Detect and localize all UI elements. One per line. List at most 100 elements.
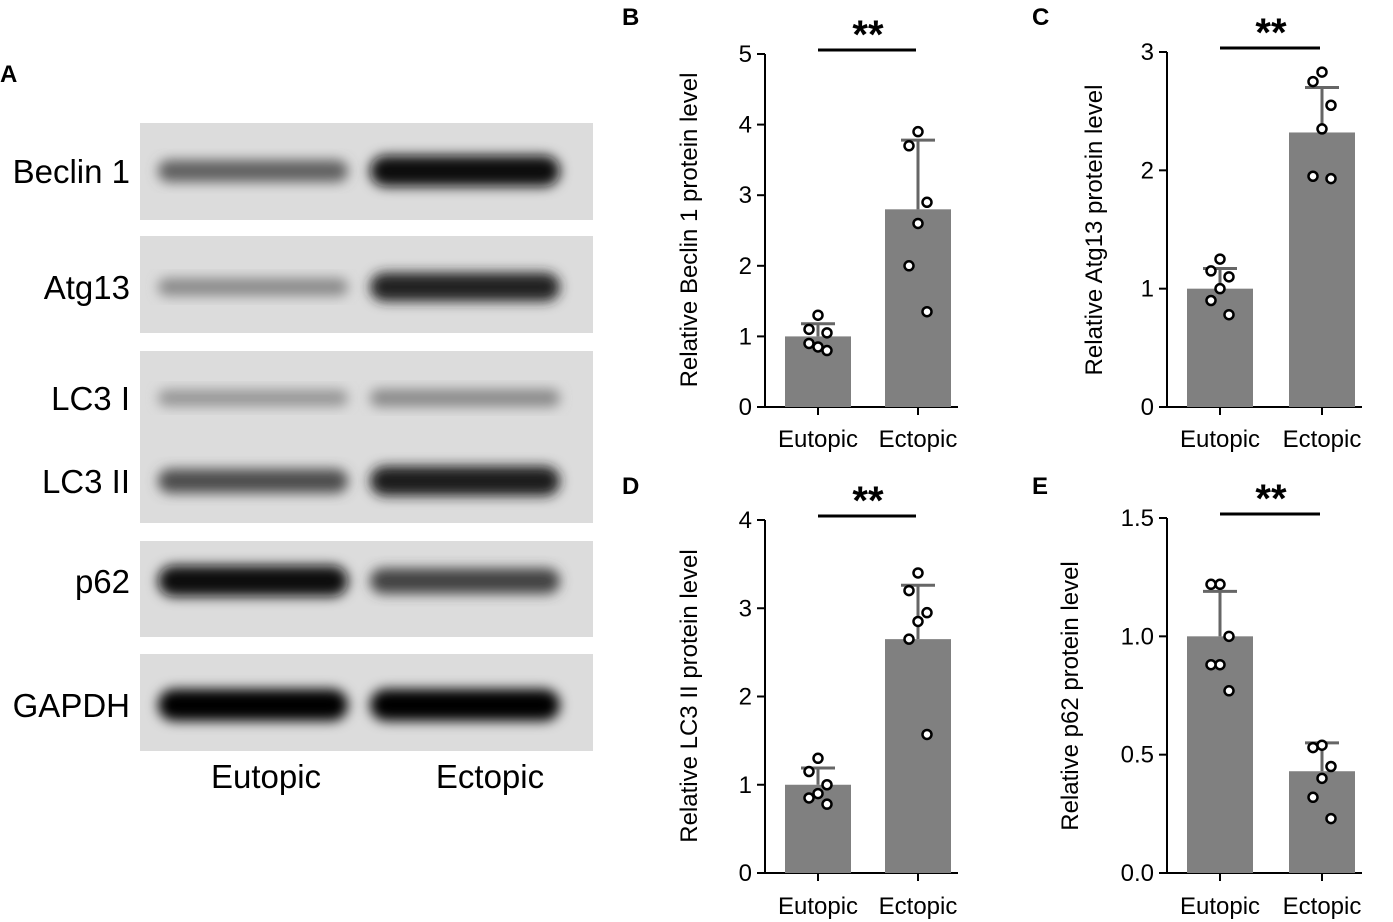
- data-point: [921, 606, 933, 619]
- data-point: [1316, 772, 1328, 785]
- blot-band: [370, 466, 560, 496]
- bar-ectopic: [1289, 132, 1355, 407]
- data-point: [903, 260, 915, 272]
- bar-eutopic: [1187, 636, 1253, 873]
- significance-label: **: [852, 13, 884, 57]
- data-point: [1307, 791, 1319, 804]
- blot-band: [370, 689, 560, 721]
- y-tick-label: 1: [739, 323, 752, 350]
- data-point: [903, 584, 915, 597]
- data-point: [812, 787, 824, 800]
- category-label: Eutopic: [778, 426, 858, 453]
- significance-label: **: [1255, 477, 1287, 521]
- y-tick-label: 4: [739, 112, 752, 139]
- panel-letter: E: [1032, 473, 1048, 500]
- data-point: [903, 140, 915, 152]
- data-point: [1325, 760, 1337, 773]
- data-point: [803, 337, 815, 350]
- data-point: [921, 196, 933, 209]
- y-axis-label: Relative Atg13 protein level: [1081, 85, 1108, 376]
- bar-eutopic: [1187, 288, 1253, 407]
- bar-chart-panel-c: C 0 1 2 3 Relative Atg13 protein level Eutopic…: [1032, 4, 1362, 453]
- significance-label: **: [852, 479, 884, 523]
- data-point: [1223, 308, 1235, 321]
- y-tick-label: 3: [1141, 39, 1154, 66]
- y-axis-label: Relative p62 protein level: [1057, 561, 1084, 831]
- data-point: [812, 341, 824, 353]
- blot-band: [158, 689, 348, 721]
- panel-letter: B: [622, 4, 639, 31]
- data-point: [1214, 253, 1226, 265]
- data-point: [821, 344, 833, 357]
- category-label: Eutopic: [1180, 426, 1260, 453]
- blot-membrane: [140, 351, 593, 523]
- y-tick-label: 0.5: [1121, 742, 1154, 769]
- data-point: [1316, 66, 1328, 78]
- bar-eutopic: [785, 784, 851, 873]
- significance-label: **: [1255, 11, 1287, 55]
- category-label: Ectopic: [879, 426, 958, 453]
- blot-band: [370, 272, 560, 302]
- data-point: [1316, 123, 1328, 135]
- data-point: [912, 125, 924, 138]
- y-tick-label: 1.5: [1121, 505, 1154, 532]
- y-tick-label: 4: [739, 507, 752, 534]
- blot-band: [158, 468, 348, 494]
- bar-ectopic: [885, 639, 951, 873]
- data-point: [1205, 578, 1217, 591]
- y-tick-label: 2: [739, 684, 752, 711]
- y-tick-label: 0: [739, 394, 752, 421]
- y-tick-label: 2: [739, 253, 752, 280]
- data-point: [1214, 578, 1226, 591]
- y-tick-label: 3: [739, 595, 752, 622]
- bar-chart-panel-d: D 0 1 2 3 4 Relative LC3 II protein level Eutop…: [622, 473, 958, 920]
- category-label: Eutopic: [1180, 893, 1260, 920]
- bar-ectopic: [1289, 771, 1355, 873]
- data-point: [1307, 741, 1319, 754]
- data-point: [1214, 658, 1226, 671]
- blot-label: p62: [75, 563, 130, 600]
- data-point: [812, 309, 824, 321]
- data-point: [1223, 630, 1235, 643]
- panel-letter-a: A: [0, 61, 17, 88]
- bar-chart-panel-e: E 0.0 0.5 1.0 1.5 Relative p62 protein level E…: [1032, 473, 1362, 920]
- blot-label: LC3 I: [51, 380, 130, 417]
- y-tick-label: 0: [739, 860, 752, 887]
- data-point: [821, 327, 833, 339]
- category-label: Ectopic: [1283, 426, 1362, 453]
- data-point: [1325, 99, 1337, 111]
- blot-label: LC3 II: [42, 463, 130, 500]
- data-point: [912, 615, 924, 628]
- data-point: [812, 752, 824, 765]
- blot-band: [158, 278, 348, 296]
- data-point: [1205, 294, 1217, 307]
- blot-band: [158, 159, 348, 183]
- y-tick-label: 0: [1141, 394, 1154, 421]
- y-axis-label: Relative LC3 II protein level: [676, 549, 703, 842]
- bar-ectopic: [885, 209, 951, 407]
- category-label: Eutopic: [778, 893, 858, 920]
- y-tick-label: 3: [739, 182, 752, 209]
- panel-letter: C: [1032, 4, 1049, 31]
- data-point: [903, 633, 915, 645]
- data-point: [1307, 170, 1319, 182]
- data-point: [1325, 812, 1337, 825]
- data-point: [803, 765, 815, 778]
- data-point: [912, 567, 924, 579]
- data-point: [1214, 282, 1226, 295]
- blot-band: [158, 565, 348, 597]
- data-point: [821, 798, 833, 810]
- y-tick-label: 0.0: [1121, 860, 1154, 887]
- category-label: Ectopic: [1283, 893, 1362, 920]
- data-point: [912, 217, 924, 230]
- data-point: [1223, 271, 1235, 283]
- data-point: [1223, 685, 1235, 697]
- lane-label: Eutopic: [211, 758, 321, 795]
- data-point: [921, 728, 933, 741]
- data-point: [1205, 658, 1217, 671]
- blot-band: [370, 389, 560, 407]
- data-point: [803, 792, 815, 804]
- western-blot-panel: A Beclin 1 Atg13 LC3 I LC3 II p62 GAPDH Eutopi…: [0, 61, 593, 795]
- y-tick-label: 2: [1141, 157, 1154, 184]
